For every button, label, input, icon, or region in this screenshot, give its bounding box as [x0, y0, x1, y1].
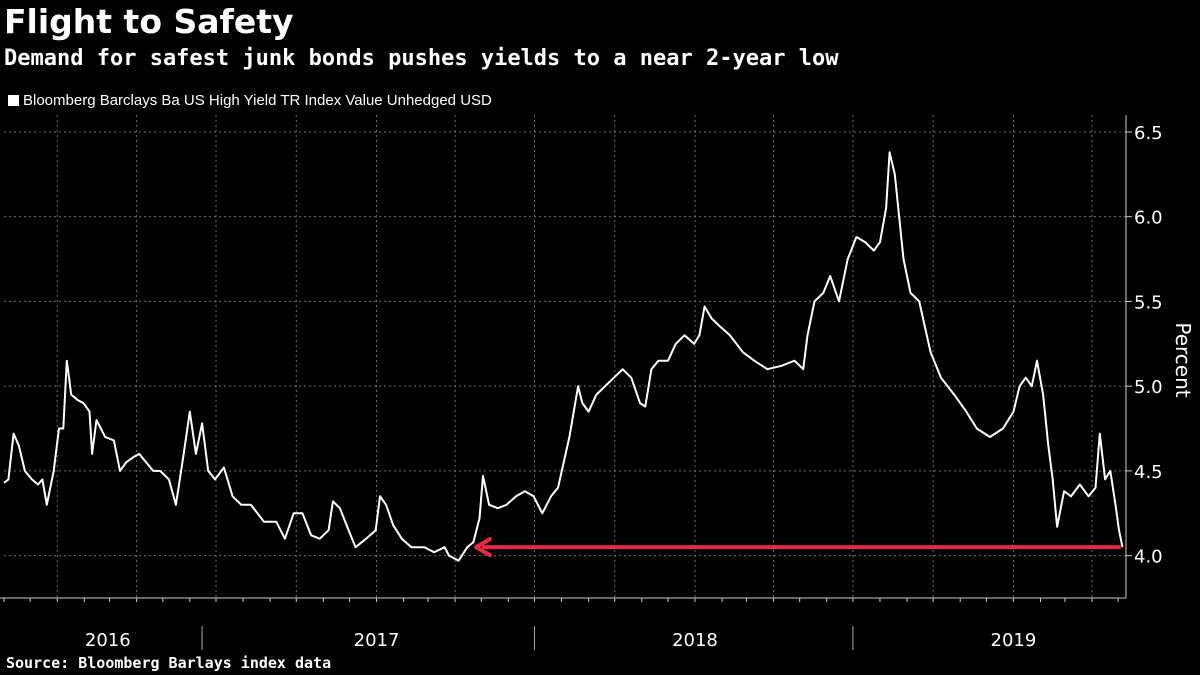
legend-swatch [8, 95, 19, 106]
x-tick-label: 2019 [991, 630, 1037, 651]
source-note: Source: Bloomberg Barlays index data [6, 654, 332, 672]
y-tick-label: 5.0 [1134, 377, 1163, 398]
axis-layer: 4.0 4.5 5.0 5.5 6.0 6.5 2016 2017 2018 2019 [0, 115, 1163, 651]
chart-subtitle: Demand for safest junk bonds pushes yiel… [4, 46, 839, 71]
y-tick-label: 4.0 [1134, 547, 1163, 568]
x-tick-label: 2017 [354, 630, 400, 651]
y-tick-label: 5.5 [1134, 292, 1163, 313]
series-layer [3, 151, 1124, 562]
chart-title: Flight to Safety [4, 2, 294, 41]
y-axis-label: Percent [1171, 322, 1195, 397]
legend: Bloomberg Barclays Ba US High Yield TR I… [8, 92, 492, 109]
annotation-layer [474, 537, 1121, 558]
x-tick-label: 2018 [672, 630, 718, 651]
legend-label: Bloomberg Barclays Ba US High Yield TR I… [23, 92, 492, 109]
arrow-head [474, 537, 493, 558]
y-tick-label: 4.5 [1134, 462, 1163, 483]
grid-layer [4, 115, 1126, 598]
series-line [3, 151, 1124, 562]
y-tick-label: 6.0 [1134, 208, 1163, 229]
x-tick-label: 2016 [85, 630, 131, 651]
y-tick-label: 6.5 [1134, 123, 1163, 144]
